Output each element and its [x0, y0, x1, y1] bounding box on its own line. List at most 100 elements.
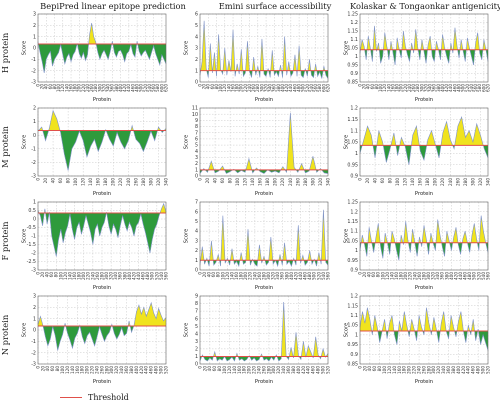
x-tick-label: 360 [280, 272, 285, 280]
x-tick-label: 240 [247, 84, 252, 92]
y-tick-label: 1.05 [347, 46, 358, 52]
x-tick-label: 400 [440, 84, 445, 92]
x-axis-label: Protein [415, 285, 433, 291]
x-tick-label: 400 [134, 366, 139, 374]
x-tick-label: 360 [446, 366, 451, 374]
x-tick-label: 80 [377, 366, 382, 372]
x-tick-label: 340 [281, 366, 286, 374]
x-tick-label: 420 [131, 272, 136, 280]
y-tick-label: 7 [195, 200, 198, 206]
x-tick-label: 580 [155, 84, 160, 92]
x-tick-label: 140 [226, 84, 231, 92]
x-tick-label: 520 [325, 366, 330, 374]
x-tick-label: 320 [431, 272, 436, 280]
y-tick-label: 1 [33, 119, 36, 125]
x-tick-label: 280 [255, 84, 260, 92]
series-line [359, 25, 489, 66]
x-tick-label: 240 [85, 84, 90, 92]
x-tick-label: 20 [205, 178, 210, 184]
y-tick-label: 1.15 [347, 219, 358, 225]
x-tick-label: 220 [243, 84, 248, 92]
row-label-f-protein: F protein [0, 221, 10, 261]
x-tick-label: 20 [202, 366, 207, 372]
plot-frame [37, 13, 167, 83]
series-line [359, 215, 489, 261]
row-label-m-protein: M protein [0, 126, 10, 168]
x-axis-label: Protein [415, 379, 433, 385]
y-tick-label: -3 [31, 268, 36, 274]
y-tick-label: -2 [31, 68, 36, 74]
x-tick-label: 200 [247, 366, 252, 374]
x-tick-label: 100 [218, 84, 223, 92]
x-tick-label: 300 [310, 178, 315, 186]
y-tick-label: 7 [195, 309, 198, 315]
x-tick-label: 600 [481, 84, 486, 92]
x-tick-label: 80 [214, 84, 219, 90]
x-tick-label: 200 [77, 84, 82, 92]
x-tick-label: 220 [280, 178, 285, 186]
y-tick-label: 3 [33, 12, 36, 18]
x-tick-label: 580 [317, 84, 322, 92]
x-tick-label: 620 [163, 84, 168, 92]
x-tick-label: 100 [378, 84, 383, 92]
series-line [37, 301, 167, 351]
area-above-threshold [200, 302, 328, 357]
x-tick-label: 40 [206, 84, 211, 90]
y-tick-label: 1 [195, 354, 198, 360]
x-tick-label: 300 [109, 366, 114, 374]
column-title-kolaskar: Kolaskar & Tongaonkar antigenicity [350, 1, 500, 11]
x-tick-label: 460 [311, 366, 316, 374]
x-tick-label: 100 [60, 366, 65, 374]
plot-frame [199, 201, 329, 271]
y-tick-label: 0 [33, 328, 36, 334]
x-tick-label: 400 [118, 84, 123, 92]
x-tick-label: 60 [370, 84, 375, 90]
x-tick-label: 460 [463, 272, 468, 280]
x-tick-label: 60 [380, 178, 385, 184]
x-tick-label: 180 [235, 84, 240, 92]
y-tick-label: 1.2 [350, 20, 358, 26]
x-tick-label: 160 [72, 272, 77, 280]
x-tick-label: 0 [197, 366, 202, 369]
x-tick-label: 60 [48, 84, 53, 90]
x-tick-label: 440 [136, 272, 141, 280]
y-tick-label: 5 [195, 324, 198, 330]
x-axis-label: Protein [93, 97, 111, 103]
y-tick-label: 0.95 [347, 162, 358, 168]
plot-frame [359, 201, 489, 271]
x-tick-label: 40 [367, 272, 372, 278]
x-tick-label: 140 [229, 272, 234, 280]
x-tick-label: 180 [77, 272, 82, 280]
x-tick-label: 360 [432, 84, 437, 92]
y-tick-label: 1 [195, 68, 198, 74]
area-above-threshold [38, 302, 166, 327]
y-tick-label: -3 [31, 362, 36, 368]
area-below-threshold [200, 169, 328, 174]
x-tick-label: 260 [89, 84, 94, 92]
x-tick-label: 500 [312, 272, 317, 280]
y-tick-label: 5 [195, 23, 198, 29]
x-tick-label: 320 [156, 178, 161, 186]
x-tick-label: 420 [293, 272, 298, 280]
area-above-threshold [360, 25, 488, 50]
x-tick-label: 420 [301, 366, 306, 374]
x-tick-label: 20 [365, 178, 370, 184]
x-tick-label: 220 [86, 272, 91, 280]
x-tick-label: 140 [88, 178, 93, 186]
x-tick-label: 280 [141, 178, 146, 186]
x-tick-label: 360 [110, 84, 115, 92]
x-tick-label: 120 [243, 178, 248, 186]
x-tick-label: 480 [476, 366, 481, 374]
x-tick-label: 480 [296, 84, 301, 92]
x-tick-label: 80 [228, 178, 233, 184]
y-tick-label: 0.9 [350, 352, 358, 358]
x-tick-label: 280 [104, 366, 109, 374]
x-axis-label: Protein [93, 191, 111, 197]
y-tick-label: 1 [33, 200, 36, 206]
x-tick-label: 80 [55, 366, 60, 372]
x-tick-label: 100 [222, 366, 227, 374]
x-tick-label: 80 [52, 84, 57, 90]
y-axis-label: Score [184, 229, 190, 244]
